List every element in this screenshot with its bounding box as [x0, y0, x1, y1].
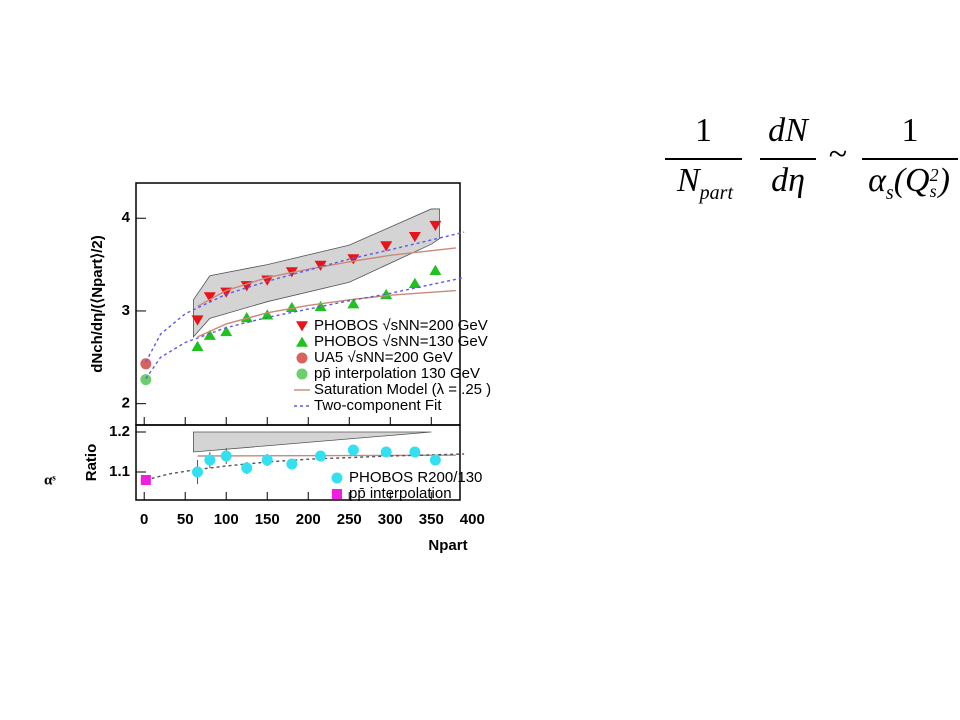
fraction-bar [760, 158, 816, 160]
y-tick-label: 1.1 [109, 463, 130, 480]
legend-label: pp̄ interpolation [349, 485, 452, 502]
paren: (Q [893, 162, 930, 199]
relation: ~ [828, 136, 848, 173]
line [197, 247, 456, 307]
marker [140, 475, 151, 485]
legend-label: PHOBOS √sNN=130 GeV [314, 333, 488, 350]
sub: s [929, 181, 937, 202]
marker [261, 454, 273, 466]
marker [191, 340, 204, 351]
x-tick-label: 400 [460, 511, 485, 528]
marker [380, 241, 393, 252]
x-axis-label: Npart [428, 537, 467, 554]
x-tick-label: 0 [140, 511, 148, 528]
legend-label: Saturation Model (λ = .25 ) [314, 381, 491, 398]
fraction-bar [665, 158, 742, 160]
y-tick-label: 3 [122, 302, 130, 319]
x-tick-label: 150 [255, 511, 280, 528]
marker [347, 254, 360, 265]
paren: ) [938, 162, 950, 199]
legend-label: PHOBOS √sNN=200 GeV [314, 317, 488, 334]
marker [220, 325, 233, 337]
marker [140, 374, 152, 386]
x-tick-label: 50 [177, 511, 194, 528]
marker [286, 458, 298, 470]
marker [191, 315, 204, 326]
legend-marker [331, 472, 343, 484]
marker [261, 309, 274, 320]
marker [314, 300, 327, 312]
marker [347, 298, 360, 309]
sub: part [699, 181, 734, 204]
legend-marker [296, 368, 308, 380]
denominator: Npart [660, 162, 750, 205]
marker [429, 220, 442, 232]
marker [140, 358, 152, 370]
y-tick-label: 1.2 [109, 423, 130, 440]
x-tick-label: 200 [296, 511, 321, 528]
numerator: dN [768, 112, 808, 149]
sup: 2 [929, 165, 939, 186]
band [193, 431, 432, 453]
line [145, 231, 465, 363]
legend-marker [332, 489, 342, 499]
y-axis-label: Ratio [83, 444, 100, 482]
marker [408, 231, 421, 243]
marker [347, 444, 359, 456]
legend-label: PHOBOS R200/130 [349, 469, 482, 486]
marker [192, 466, 204, 478]
legend-label: Two-component Fit [314, 397, 442, 414]
x-tick-label: 300 [378, 511, 403, 528]
y-axis-label: dNch/dη/(⟨Npart⟩/2) [89, 235, 106, 373]
legend-label: UA5 √sNN=200 GeV [314, 349, 453, 366]
marker [203, 329, 216, 340]
denominator: αs(Q 2 s) [858, 162, 960, 205]
x-tick-label: 350 [419, 511, 444, 528]
side-label: αˢ [44, 472, 56, 488]
marker [429, 454, 441, 466]
x-tick-label: 250 [337, 511, 362, 528]
marker [408, 277, 421, 288]
x-tick-label: 100 [214, 511, 239, 528]
legend-marker [296, 321, 308, 332]
marker [203, 292, 216, 303]
marker [409, 446, 421, 458]
marker [220, 450, 232, 462]
line [197, 289, 456, 338]
legend-label: pp̄ interpolation 130 GeV [314, 365, 480, 382]
marker [315, 450, 327, 462]
numerator: 1 [901, 112, 919, 149]
fraction-bar [862, 158, 958, 160]
sub: s [885, 181, 894, 204]
legend-marker [296, 352, 308, 364]
marker [314, 260, 327, 271]
marker [380, 446, 392, 458]
n: N [676, 162, 700, 199]
alpha: α [868, 162, 886, 199]
marker [204, 454, 216, 466]
line [145, 276, 465, 380]
numerator: 1 [695, 112, 712, 149]
denominator: dη [771, 162, 805, 199]
frame [135, 424, 461, 501]
y-tick-label: 4 [122, 209, 131, 226]
band [193, 208, 440, 338]
marker [429, 264, 442, 275]
marker [241, 462, 253, 474]
y-tick-label: 2 [122, 395, 130, 412]
legend-marker [296, 336, 308, 347]
